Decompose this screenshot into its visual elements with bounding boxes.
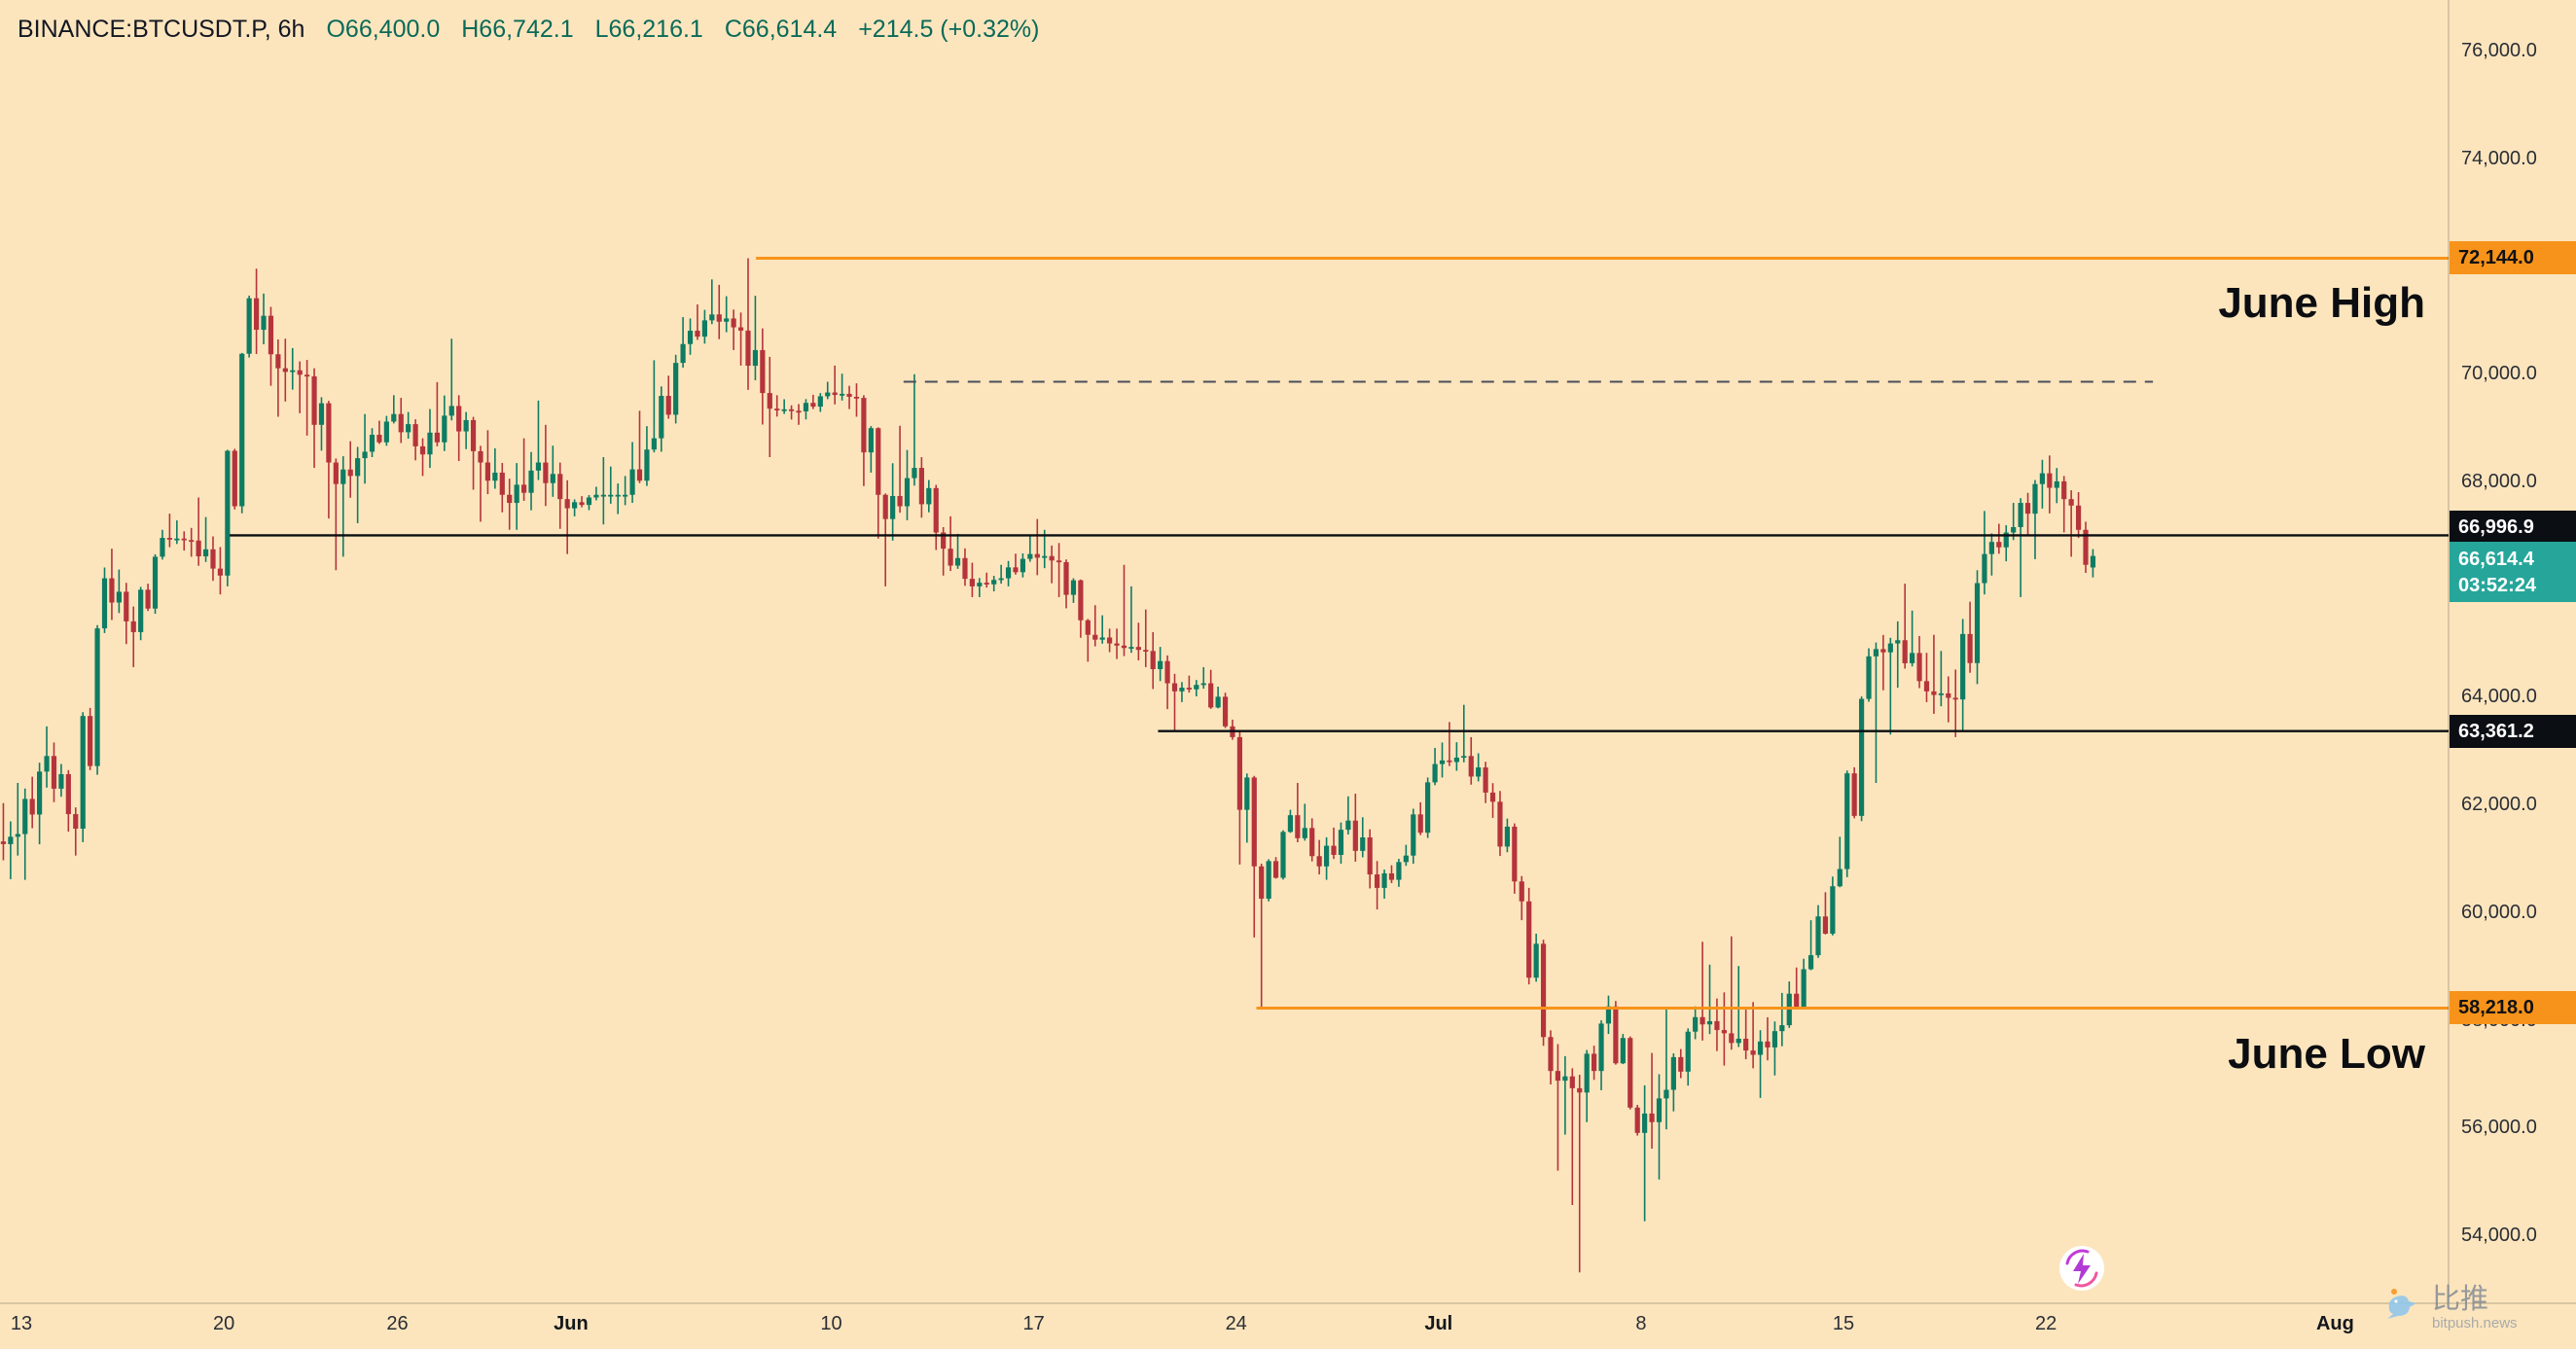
lightning-logo-icon — [2057, 1244, 2106, 1297]
high-value: H66,742.1 — [461, 16, 574, 43]
watermark-brand: 比推 — [2432, 1284, 2489, 1315]
month-tick-label: Jul — [1424, 1313, 1453, 1334]
open-value: O66,400.0 — [326, 16, 441, 43]
june-high-price-badge: 72,144.0 — [2450, 241, 2576, 275]
june-high-text[interactable]: June High — [2218, 279, 2425, 327]
lower-level-price-badge: 63,361.2 — [2450, 714, 2576, 748]
price-tick-label: 74,000.0 — [2461, 147, 2537, 169]
price-tick-label: 60,000.0 — [2461, 901, 2537, 923]
last-price-value: 66,614.4 — [2458, 548, 2534, 570]
month-tick-label: Aug — [2315, 1313, 2354, 1334]
price-tick-label: 56,000.0 — [2461, 1117, 2537, 1139]
day-tick-label: 22 — [2035, 1313, 2057, 1334]
day-tick-label: 20 — [213, 1313, 235, 1334]
bitpush-bird-icon — [2387, 1289, 2416, 1319]
price-tick-label: 64,000.0 — [2461, 686, 2537, 708]
close-value: C66,614.4 — [724, 16, 838, 43]
price-tick-label: 68,000.0 — [2461, 470, 2537, 492]
june-low-price-badge: 58,218.0 — [2450, 991, 2576, 1025]
day-tick-label: 17 — [1022, 1313, 1045, 1334]
day-tick-label: 15 — [1832, 1313, 1855, 1334]
symbol-ohlc-header: BINANCE:BTCUSDT.P, 6h O66,400.0 H66,742.… — [18, 16, 1039, 44]
change-value: +214.5 (+0.32%) — [858, 16, 1040, 43]
price-tick-label: 76,000.0 — [2461, 40, 2537, 61]
upper-level-price-badge: 66,996.9 — [2450, 511, 2576, 545]
low-value: L66,216.1 — [594, 16, 703, 43]
june-low-text[interactable]: June Low — [2228, 1030, 2425, 1078]
last-price-badge: 66,614.4 03:52:24 — [2450, 541, 2576, 602]
day-tick-label: 10 — [820, 1313, 842, 1334]
time-axis[interactable]: 13 20 26 Jun 10 17 24 Jul 8 15 22 Aug — [0, 1309, 2576, 1348]
price-tick-label: 54,000.0 — [2461, 1225, 2537, 1246]
bar-countdown: 03:52:24 — [2458, 574, 2537, 596]
day-tick-label: 26 — [386, 1313, 409, 1334]
price-tick-label: 62,000.0 — [2461, 794, 2537, 816]
symbol-title[interactable]: BINANCE:BTCUSDT.P, 6h — [18, 16, 305, 43]
watermark-domain: bitpush.news — [2432, 1315, 2518, 1331]
day-tick-label: 24 — [1225, 1313, 1247, 1334]
day-tick-label: 13 — [10, 1313, 33, 1334]
candles — [0, 258, 2096, 1273]
bitpush-watermark: 比推 bitpush.news — [2381, 1284, 2518, 1332]
day-tick-label: 8 — [1635, 1313, 1647, 1334]
month-tick-label: Jun — [554, 1313, 589, 1334]
price-tick-label: 70,000.0 — [2461, 363, 2537, 385]
